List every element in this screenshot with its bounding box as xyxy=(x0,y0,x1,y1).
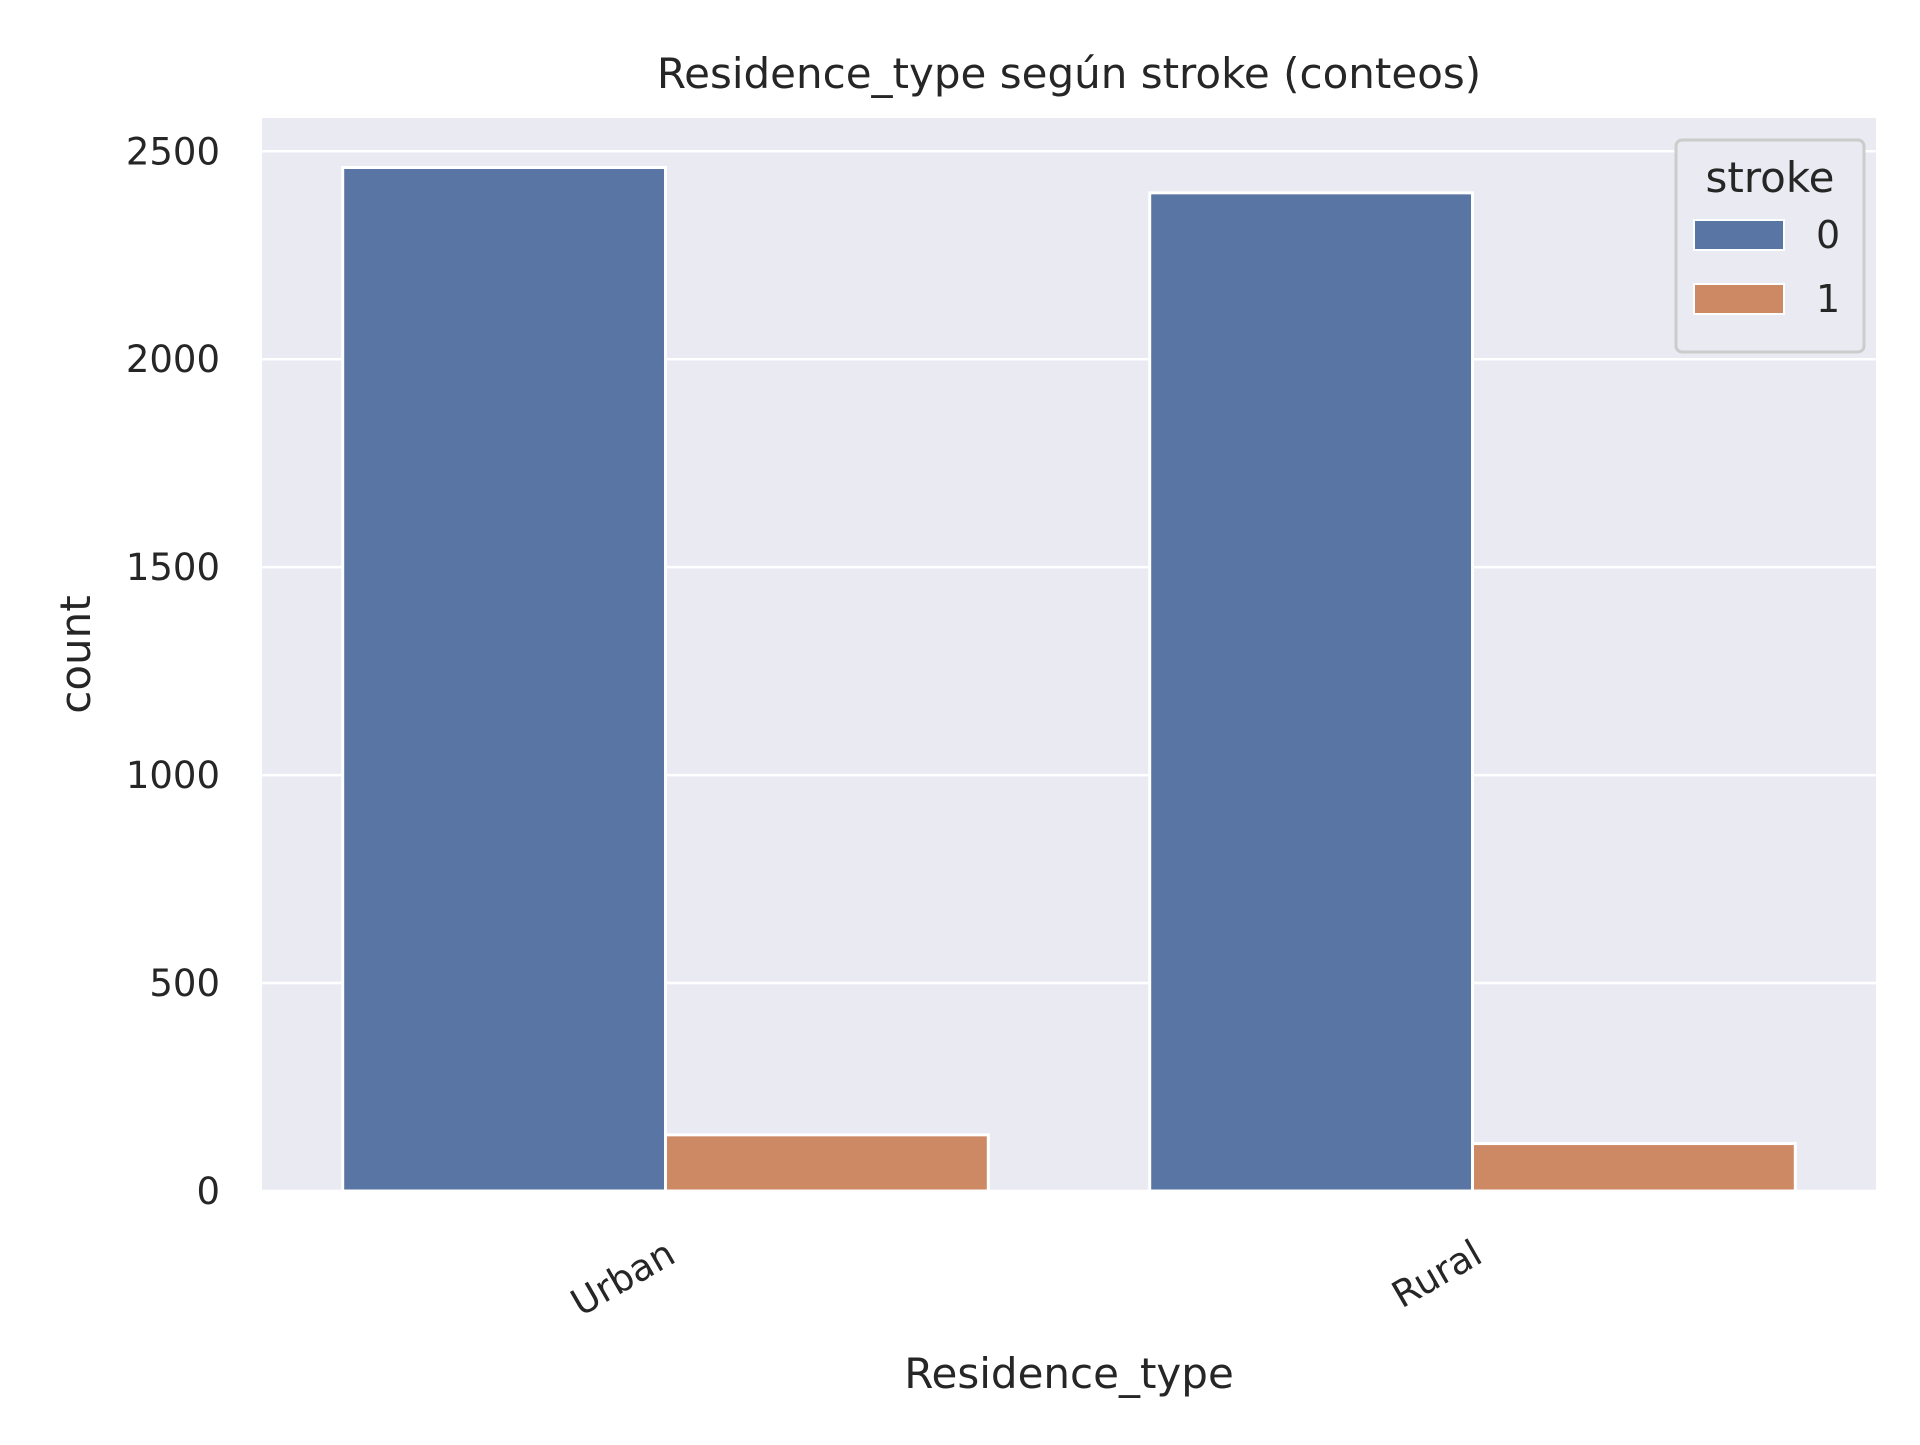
y-tick-label: 2500 xyxy=(126,130,220,173)
y-axis-label: count xyxy=(51,595,100,714)
y-axis-ticks: 0 500 1000 1500 2000 2500 xyxy=(126,130,220,1213)
bar-rural-stroke-1 xyxy=(1471,1142,1797,1193)
bars xyxy=(341,165,1797,1193)
chart-title: Residence_type según stroke (conteos) xyxy=(657,49,1481,98)
x-axis-label: Residence_type xyxy=(904,1349,1234,1398)
x-axis-ticks: Urban Rural xyxy=(564,1232,1489,1325)
legend-items: 01 xyxy=(1693,213,1840,321)
x-tick-label: Urban xyxy=(564,1232,682,1325)
legend-label-0: 0 xyxy=(1816,213,1840,257)
y-tick-label: 0 xyxy=(196,1170,220,1213)
legend-label-1: 1 xyxy=(1816,277,1840,321)
legend-title: stroke xyxy=(1705,153,1834,202)
y-tick-label: 1000 xyxy=(126,754,220,797)
bar-rural-stroke-0 xyxy=(1148,191,1474,1193)
y-tick-label: 2000 xyxy=(126,338,220,381)
y-tick-label: 500 xyxy=(149,962,220,1005)
y-tick-label: 1500 xyxy=(126,546,220,589)
legend-swatch-0 xyxy=(1693,219,1785,251)
bar-urban-stroke-1 xyxy=(664,1133,990,1193)
legend: stroke 01 xyxy=(1674,138,1866,354)
bar-urban-stroke-0 xyxy=(341,165,667,1193)
x-tick-label: Rural xyxy=(1385,1232,1489,1317)
legend-swatch-1 xyxy=(1693,283,1785,315)
